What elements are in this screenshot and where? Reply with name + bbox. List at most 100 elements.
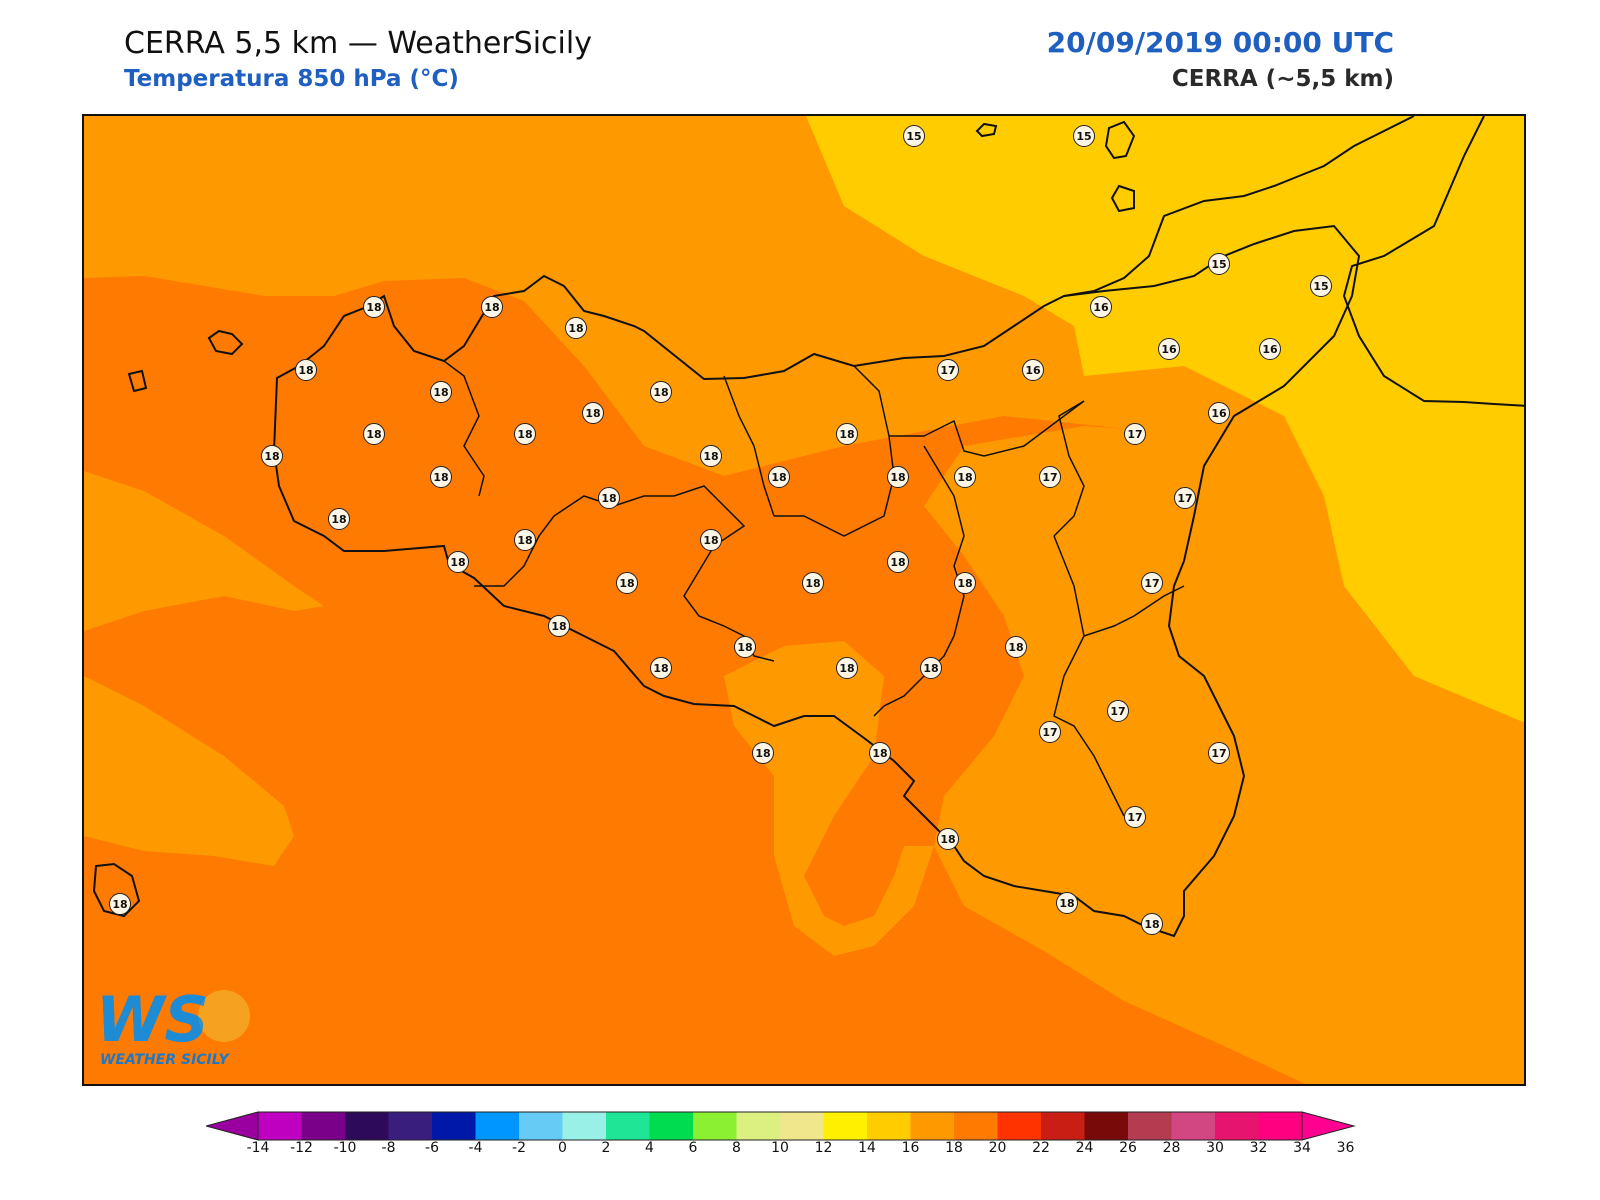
colorbar-segment <box>649 1112 694 1140</box>
station-value: 16 <box>1208 402 1230 424</box>
svg-text:WEATHER SICILY: WEATHER SICILY <box>100 1052 231 1068</box>
colorbar-tick: 22 <box>1032 1140 1050 1156</box>
colorbar-segment <box>345 1112 389 1140</box>
island-egadi-1 <box>207 329 244 356</box>
station-value: 15 <box>1310 275 1332 297</box>
station-value: 18 <box>430 381 452 403</box>
station-value: 18 <box>869 742 891 764</box>
colorbar-segment <box>1171 1112 1216 1140</box>
colorbar-segment <box>780 1112 824 1140</box>
station-value: 18 <box>295 359 317 381</box>
station-value: 18 <box>700 529 722 551</box>
station-value: 18 <box>1141 913 1163 935</box>
station-value: 18 <box>1056 892 1078 914</box>
colorbar-tick: 8 <box>732 1140 741 1156</box>
colorbar-tick: 24 <box>1075 1140 1094 1156</box>
temperature-colorbar <box>206 1111 1356 1141</box>
colorbar-tick: 6 <box>688 1140 698 1156</box>
station-value: 18 <box>363 296 385 318</box>
station-value: 18 <box>954 466 976 488</box>
station-value: 17 <box>1174 487 1196 509</box>
coast-calabria <box>1063 116 1415 297</box>
station-value: 18 <box>514 529 536 551</box>
station-value: 18 <box>447 551 469 573</box>
coastlines <box>92 116 1524 938</box>
island-lipari <box>1104 120 1136 160</box>
colorbar-tick: 26 <box>1119 1140 1137 1156</box>
colorbar-tick: 20 <box>988 1140 1007 1156</box>
colorbar-segment <box>432 1112 476 1140</box>
station-value: 18 <box>328 508 350 530</box>
map-panel: 15 15 15 15 16 16 16 16 16 17 17 17 17 17 17 17 17 17 18 18… <box>82 114 1526 1086</box>
station-value: 18 <box>109 893 131 915</box>
station-value: 15 <box>1208 253 1230 275</box>
temperature-map <box>84 116 1524 1084</box>
island-pantelleria <box>92 862 141 918</box>
station-value: 18 <box>481 296 503 318</box>
colorbar-tick: 34 <box>1293 1140 1311 1156</box>
station-value: 15 <box>1073 125 1095 147</box>
colorbar-segment <box>954 1112 998 1140</box>
station-value: 18 <box>430 466 452 488</box>
map-model-label: CERRA (~5,5 km) <box>1171 66 1394 92</box>
colorbar-segment <box>388 1112 433 1140</box>
station-value: 18 <box>887 551 909 573</box>
colorbar-tick: 16 <box>901 1140 920 1156</box>
colorbar-segment <box>258 1112 302 1140</box>
map-title: CERRA 5,5 km — WeatherSicily <box>124 26 592 61</box>
svg-text:WS: WS <box>96 986 209 1056</box>
station-value: 18 <box>954 572 976 594</box>
station-value: 16 <box>1259 338 1281 360</box>
colorbar-tick: -12 <box>290 1140 313 1156</box>
colorbar-under-triangle <box>206 1111 259 1141</box>
station-value: 17 <box>1107 700 1129 722</box>
station-value: 18 <box>836 423 858 445</box>
colorbar-tick: 14 <box>858 1140 876 1156</box>
colorbar-segment <box>301 1112 346 1140</box>
island-ustica <box>975 122 998 138</box>
colorbar-segment <box>693 1112 737 1140</box>
colorbar-tick: -4 <box>468 1140 483 1156</box>
colorbar-tick: -2 <box>512 1140 526 1156</box>
colorbar-segment <box>562 1112 607 1140</box>
station-value: 18 <box>514 423 536 445</box>
colorbar-tick: 0 <box>558 1140 567 1156</box>
colorbar-tick: 10 <box>771 1140 789 1156</box>
band-14-16-ne <box>806 116 1524 723</box>
svg-text:WS: WS <box>96 986 209 1056</box>
colorbar-tick: 32 <box>1249 1140 1268 1156</box>
colorbar-tick: -14 <box>246 1140 270 1156</box>
island-egadi-2 <box>127 369 148 393</box>
band-16-18-south <box>724 641 934 956</box>
colorbar-segment <box>1258 1112 1303 1140</box>
colorbar-tick: 4 <box>645 1140 654 1156</box>
colorbar-segment <box>1215 1112 1259 1140</box>
colorbar-tick: -10 <box>333 1140 357 1156</box>
station-value: 15 <box>903 125 925 147</box>
colorbar-segment <box>1128 1112 1172 1140</box>
band-16-18-west-2 <box>84 676 294 866</box>
map-subtitle: Temperatura 850 hPa (°C) <box>124 66 459 92</box>
colorbar-segment <box>736 1112 781 1140</box>
station-value: 16 <box>1090 296 1112 318</box>
weathersicily-logo: WS WS WEATHER SICILY <box>96 986 250 1068</box>
colorbar-segment <box>867 1112 911 1140</box>
colorbar-segment <box>606 1112 650 1140</box>
colorbar-tick: 36 <box>1336 1140 1355 1156</box>
station-value: 18 <box>616 572 638 594</box>
station-value: 18 <box>734 636 756 658</box>
map-datetime: 20/09/2019 00:00 UTC <box>1046 26 1394 59</box>
station-value: 17 <box>1208 742 1230 764</box>
station-value: 16 <box>1158 338 1180 360</box>
colorbar-segment <box>475 1112 520 1140</box>
station-value: 18 <box>650 381 672 403</box>
colorbar-tick: -6 <box>425 1140 439 1156</box>
station-value: 16 <box>1022 359 1044 381</box>
station-value: 18 <box>582 402 604 424</box>
coast-calabria-east <box>1342 116 1524 407</box>
station-value: 18 <box>565 317 587 339</box>
colorbar-tick: -8 <box>381 1140 396 1156</box>
station-value: 18 <box>548 615 570 637</box>
station-value: 18 <box>650 657 672 679</box>
station-value: 18 <box>802 572 824 594</box>
